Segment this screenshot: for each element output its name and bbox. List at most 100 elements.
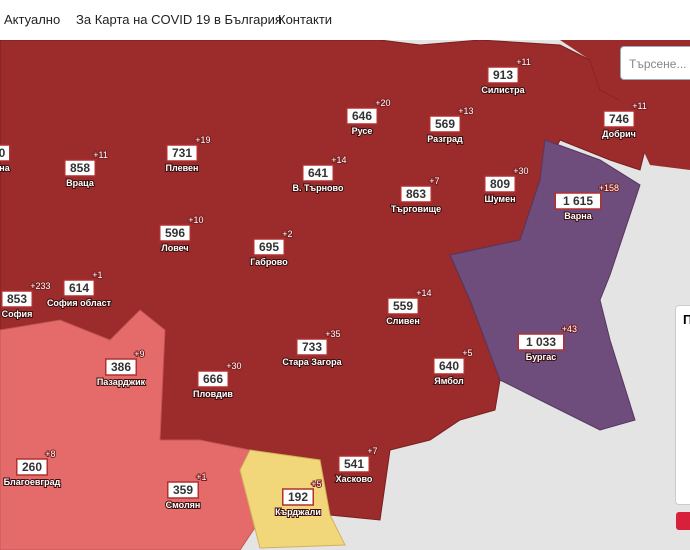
region-count: 541 bbox=[344, 457, 364, 471]
region-delta: +9 bbox=[134, 349, 144, 359]
count-box bbox=[554, 192, 602, 210]
side-button[interactable] bbox=[676, 512, 690, 530]
region-count: 614 bbox=[69, 281, 89, 295]
region-count: 913 bbox=[493, 68, 513, 82]
map: 0 ана 913 Силистра +11 646 Русе +20 569 Разград +1… bbox=[0, 40, 690, 550]
count-box bbox=[296, 338, 328, 356]
search-input[interactable]: Търсене... bbox=[620, 46, 690, 80]
count-box bbox=[63, 279, 95, 297]
region-name: Пазарджик bbox=[97, 377, 146, 387]
nav-link[interactable]: Актуално bbox=[4, 12, 61, 27]
region-count: 858 bbox=[70, 161, 90, 175]
region-count: 640 bbox=[439, 359, 459, 373]
region-count: 359 bbox=[173, 483, 193, 497]
region-name: Стара Загора bbox=[282, 357, 342, 367]
region-count: 260 bbox=[22, 460, 42, 474]
region-name: София bbox=[2, 309, 33, 319]
navbar: Актуално За Карта на COVID 19 в България… bbox=[0, 0, 690, 41]
count-box bbox=[517, 333, 565, 351]
count-box bbox=[167, 481, 199, 499]
count-box bbox=[487, 66, 519, 84]
count-box bbox=[159, 224, 191, 242]
region-name: Враца bbox=[66, 178, 95, 188]
count-box bbox=[484, 175, 516, 193]
region-name: Бургас bbox=[526, 352, 557, 362]
region-delta: +7 bbox=[429, 176, 439, 186]
region-delta: +35 bbox=[325, 329, 340, 339]
region-name: Силистра bbox=[481, 85, 525, 95]
region-delta: +30 bbox=[513, 166, 528, 176]
region-count: 596 bbox=[165, 226, 185, 240]
region-delta: +13 bbox=[458, 106, 473, 116]
region-delta: +43 bbox=[562, 324, 577, 334]
region-count: 1 033 bbox=[526, 335, 556, 349]
region-delta: +30 bbox=[226, 361, 241, 371]
count-box bbox=[302, 164, 334, 182]
count-box bbox=[16, 458, 48, 476]
region-count: 695 bbox=[259, 240, 279, 254]
count-box bbox=[603, 110, 635, 128]
count-box bbox=[282, 488, 314, 506]
region-delta: +1 bbox=[196, 472, 206, 482]
count-box bbox=[197, 370, 229, 388]
region-name: Кърджали bbox=[275, 507, 321, 517]
region-delta: +19 bbox=[195, 135, 210, 145]
region-delta: +11 bbox=[93, 150, 108, 160]
region-delta: +10 bbox=[188, 215, 203, 225]
count-box bbox=[166, 144, 198, 162]
count-box bbox=[105, 358, 137, 376]
region-name: Русе bbox=[352, 126, 373, 136]
region-name: София област bbox=[47, 298, 112, 308]
region-name: Сливен bbox=[386, 316, 420, 326]
count-box bbox=[346, 107, 378, 125]
region-name: Търговище bbox=[391, 204, 441, 214]
region-name: Благоевград bbox=[4, 477, 61, 487]
count-box bbox=[338, 455, 370, 473]
region-very-high bbox=[449, 139, 641, 431]
count-box bbox=[433, 357, 465, 375]
region-count: 863 bbox=[406, 187, 426, 201]
region-count: 559 bbox=[393, 299, 413, 313]
region-name: В. Търново bbox=[293, 183, 344, 193]
count-box bbox=[64, 159, 96, 177]
region-delta: +11 bbox=[632, 101, 647, 111]
region-name: Смолян bbox=[166, 500, 201, 510]
region-delta: +8 bbox=[45, 449, 55, 459]
region-delta: +7 bbox=[367, 446, 377, 456]
region-delta: +14 bbox=[416, 288, 431, 298]
region-count: 646 bbox=[352, 109, 372, 123]
region-name: ана bbox=[0, 163, 11, 173]
region-delta: +14 bbox=[331, 155, 346, 165]
region-delta: +20 bbox=[375, 98, 390, 108]
region-name: Разград bbox=[427, 134, 463, 144]
region-name: Плевен bbox=[166, 163, 199, 173]
region-name: Варна bbox=[564, 211, 592, 221]
region-count: 192 bbox=[288, 490, 308, 504]
region-name: Хасково bbox=[336, 474, 373, 484]
count-box bbox=[1, 290, 33, 308]
region-count: 569 bbox=[435, 117, 455, 131]
region-name: Шумен bbox=[484, 194, 515, 204]
region-name: Габрово bbox=[250, 257, 288, 267]
region-count: 731 bbox=[172, 146, 192, 160]
count-box bbox=[429, 115, 461, 133]
region-delta: +11 bbox=[516, 57, 531, 67]
region-count: 386 bbox=[111, 360, 131, 374]
region-delta: +5 bbox=[462, 348, 472, 358]
region-name: Ямбол bbox=[434, 376, 464, 386]
count-box bbox=[0, 144, 11, 162]
nav-link[interactable]: За Карта на COVID 19 в България bbox=[76, 12, 282, 27]
region-delta: +1 bbox=[92, 270, 102, 280]
region-delta: +158 bbox=[599, 183, 619, 193]
count-box bbox=[400, 185, 432, 203]
side-panel[interactable]: П bbox=[675, 305, 690, 505]
region-count: 666 bbox=[203, 372, 223, 386]
nav-link[interactable]: Контакти bbox=[278, 12, 333, 27]
region-count: 809 bbox=[490, 177, 510, 191]
region-delta: +2 bbox=[282, 229, 292, 239]
region-name: Ловеч bbox=[161, 243, 188, 253]
count-box bbox=[387, 297, 419, 315]
region-delta: +233 bbox=[30, 281, 50, 291]
region-count: 641 bbox=[308, 166, 328, 180]
